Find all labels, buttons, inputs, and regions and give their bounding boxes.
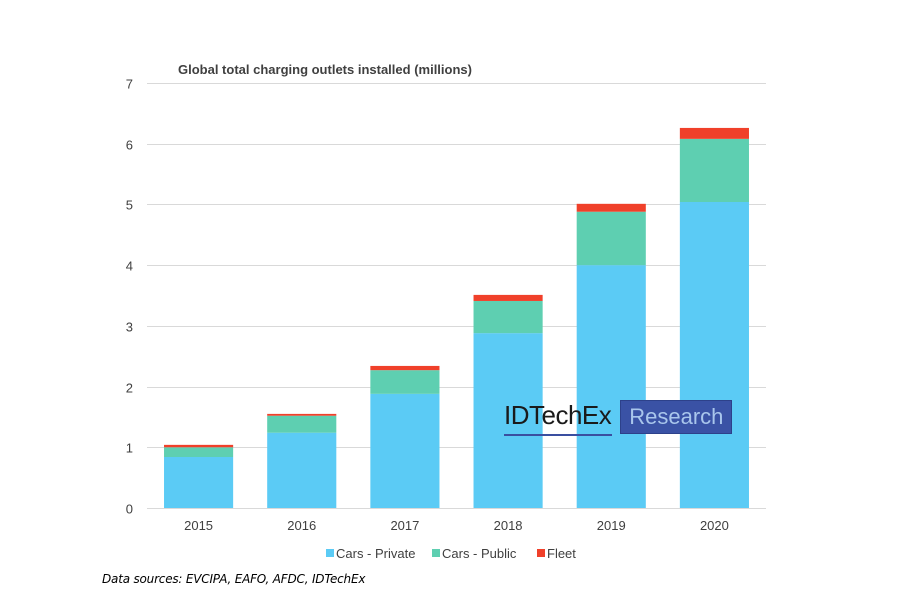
y-tick-label: 6: [126, 138, 133, 153]
bar-segment-cars-public: [370, 370, 440, 394]
legend: Cars - Private Cars - Public Fleet: [326, 546, 576, 561]
legend-label: Cars - Public: [442, 546, 517, 561]
legend-item: Fleet: [537, 546, 576, 561]
bar-segment-fleet: [576, 203, 646, 212]
bar-segment-cars-private: [473, 333, 543, 508]
bar-stack-2018: [473, 294, 543, 508]
bar-segment-fleet: [473, 294, 543, 301]
bar-segment-fleet: [679, 127, 749, 139]
legend-swatch: [432, 549, 440, 557]
x-tick-label: 2019: [597, 518, 626, 533]
y-tick-label: 5: [126, 198, 133, 213]
bar-segment-cars-private: [679, 202, 749, 508]
bar-segment-fleet: [370, 365, 440, 371]
x-tick-label: 2020: [700, 518, 729, 533]
y-tick-label: 1: [126, 441, 133, 456]
gridlines: [147, 83, 766, 509]
logo-main-text: IDTechEx: [500, 400, 614, 436]
bar-segment-cars-public: [576, 211, 646, 266]
x-tick-label: 2016: [287, 518, 316, 533]
y-axis-ticks: 0 1 2 3 4 5 6 7: [126, 77, 133, 517]
bar-segment-fleet: [267, 413, 337, 416]
idtechex-logo: IDTechEx Research: [500, 400, 733, 436]
bars: [164, 127, 749, 508]
legend-swatch: [537, 549, 545, 557]
bar-segment-cars-private: [164, 457, 234, 508]
bar-stack-2016: [267, 413, 337, 508]
bar-stack-2015: [164, 444, 234, 508]
y-tick-label: 4: [126, 259, 133, 274]
legend-label: Cars - Private: [336, 546, 415, 561]
y-tick-label: 2: [126, 381, 133, 396]
bar-segment-cars-public: [267, 415, 337, 433]
bar-stack-2020: [679, 127, 749, 508]
bar-segment-cars-private: [370, 393, 440, 508]
y-tick-label: 7: [126, 77, 133, 92]
bar-segment-fleet: [164, 444, 234, 448]
y-tick-label: 3: [126, 320, 133, 335]
legend-swatch: [326, 549, 334, 557]
bar-segment-cars-public: [164, 447, 234, 457]
bar-segment-cars-public: [473, 300, 543, 334]
bar-segment-cars-public: [679, 138, 749, 202]
bar-stack-2019: [576, 203, 646, 508]
legend-label: Fleet: [547, 546, 576, 561]
data-source-note: Data sources: EVCIPA, EAFO, AFDC, IDTech…: [102, 572, 366, 586]
bar-segment-cars-private: [267, 432, 337, 508]
x-tick-label: 2018: [494, 518, 523, 533]
bar-segment-cars-private: [576, 265, 646, 508]
x-axis-ticks: 2015 2016 2017 2018 2019 2020: [184, 518, 729, 533]
logo-research-box: Research: [620, 400, 733, 434]
y-tick-label: 0: [126, 502, 133, 517]
x-tick-label: 2017: [390, 518, 419, 533]
chart-title: Global total charging outlets installed …: [178, 62, 472, 77]
legend-item: Cars - Private: [326, 546, 415, 561]
bar-stack-2017: [370, 365, 440, 508]
legend-item: Cars - Public: [432, 546, 517, 561]
x-tick-label: 2015: [184, 518, 213, 533]
